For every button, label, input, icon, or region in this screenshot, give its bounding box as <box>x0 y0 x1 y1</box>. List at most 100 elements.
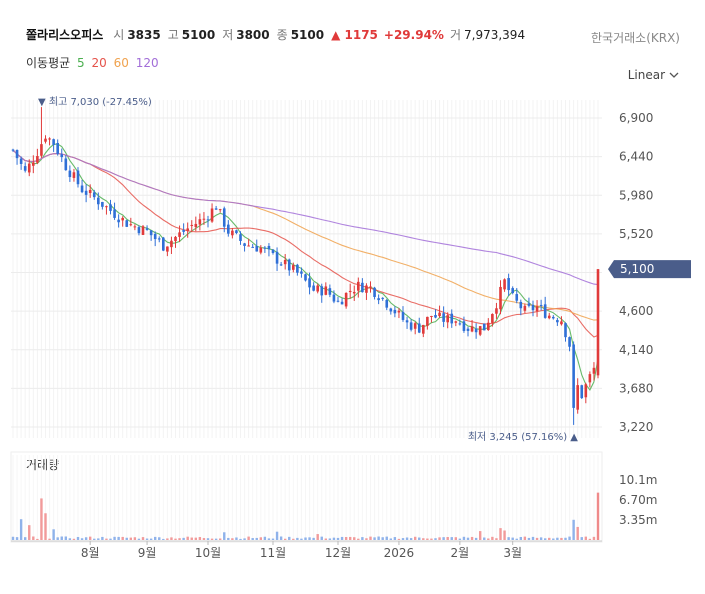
low-value: 3800 <box>236 28 270 42</box>
volume-bar <box>503 530 506 540</box>
volume-bar <box>413 536 417 540</box>
candle-body <box>495 308 498 314</box>
volume-bar <box>23 537 27 540</box>
volume-bar <box>80 538 84 540</box>
volume-bar <box>239 538 242 540</box>
candle-body <box>48 138 51 140</box>
volume-bar <box>499 528 502 540</box>
volume-bar <box>515 538 518 540</box>
candle-body <box>198 219 202 225</box>
candle-body <box>296 264 299 273</box>
candle-body <box>263 247 267 249</box>
candle-body <box>56 142 59 154</box>
scale-selector[interactable]: Linear <box>628 68 679 82</box>
volume-bar <box>60 536 63 540</box>
volume-bar <box>543 538 547 540</box>
ma-60[interactable]: 60 <box>113 56 129 70</box>
candle-body <box>454 321 458 323</box>
candle-body <box>137 227 141 234</box>
open-label: 시 <box>113 28 125 42</box>
x-tick-label: 9월 <box>138 546 157 560</box>
volume-bar <box>584 536 588 540</box>
last-price-badge <box>608 260 691 279</box>
volume-bar <box>401 538 405 540</box>
stock-name: 쫄라리스오피스 <box>26 28 104 42</box>
volume-bar <box>474 537 478 540</box>
volume-panel-title: 거래량 <box>26 458 59 472</box>
volume-bar <box>101 536 104 540</box>
candle-body <box>381 297 384 299</box>
candle-body <box>292 265 295 270</box>
candle-body <box>340 301 344 305</box>
volume-tick-label: 3.35m <box>619 513 657 527</box>
volume-bar <box>72 538 76 540</box>
volume-bar <box>247 536 250 540</box>
candle-body <box>153 233 157 240</box>
volume-bar <box>519 536 523 540</box>
candle-body <box>324 286 328 295</box>
volume-label: 거 <box>449 28 461 42</box>
volume-bar <box>153 536 157 540</box>
volume-bar <box>243 538 246 540</box>
volume-bar <box>564 537 567 540</box>
candle-body <box>568 337 571 347</box>
volume-bar <box>320 536 323 540</box>
candle-body <box>320 286 324 296</box>
volume-bar <box>385 536 388 540</box>
candle-body <box>267 245 271 250</box>
volume-bar <box>36 538 39 540</box>
volume-bar <box>271 538 275 540</box>
volume-bar <box>190 537 193 540</box>
candle-body <box>543 304 547 318</box>
candle-body <box>470 326 474 332</box>
volume-bar <box>84 537 88 540</box>
candle-body <box>113 209 116 218</box>
volume-bar <box>340 536 344 540</box>
candle-body <box>243 243 246 246</box>
candle-body <box>210 208 214 222</box>
volume-bar <box>405 537 409 540</box>
candle-body <box>72 172 76 178</box>
ma-120[interactable]: 120 <box>135 56 159 70</box>
candle-body <box>287 259 291 271</box>
ma-20[interactable]: 20 <box>91 56 107 70</box>
candle-body <box>316 285 319 292</box>
volume-bar <box>548 537 551 540</box>
last-price-label: 5,100 <box>620 262 654 276</box>
candle-body <box>417 323 421 333</box>
volume-bar <box>462 536 466 540</box>
candle-body <box>446 315 449 323</box>
candle-body <box>141 226 145 235</box>
candle-body <box>491 314 494 323</box>
candle-body <box>101 201 104 207</box>
volume-bar <box>105 538 108 540</box>
volume-bar <box>158 537 161 540</box>
candle-body <box>430 315 433 317</box>
candle-body <box>401 311 405 320</box>
volume-bar <box>235 537 238 540</box>
change-value: ▲ 1175 <box>331 28 378 42</box>
candle-body <box>373 287 376 297</box>
volume-bar <box>324 538 328 540</box>
chevron-down-icon <box>669 72 679 78</box>
volume-bar <box>409 538 413 540</box>
price-tick-label: 5,520 <box>619 227 653 241</box>
candle-body <box>507 278 510 291</box>
candle-body <box>36 156 39 163</box>
volume-bar <box>568 536 571 540</box>
volume-bar <box>174 538 177 540</box>
volume-bar <box>93 538 96 540</box>
candle-body <box>487 322 490 331</box>
ma-5[interactable]: 5 <box>77 56 85 70</box>
x-tick-label: 12월 <box>325 546 351 560</box>
close-label: 종 <box>276 28 288 42</box>
volume-bar <box>137 538 141 540</box>
candle-body <box>556 320 559 323</box>
candle-body <box>27 163 31 173</box>
open-value: 3835 <box>127 28 161 42</box>
low-label: 저 <box>222 28 234 42</box>
volume-bar <box>389 538 393 540</box>
candle-body <box>564 323 567 338</box>
candle-body <box>336 300 340 302</box>
